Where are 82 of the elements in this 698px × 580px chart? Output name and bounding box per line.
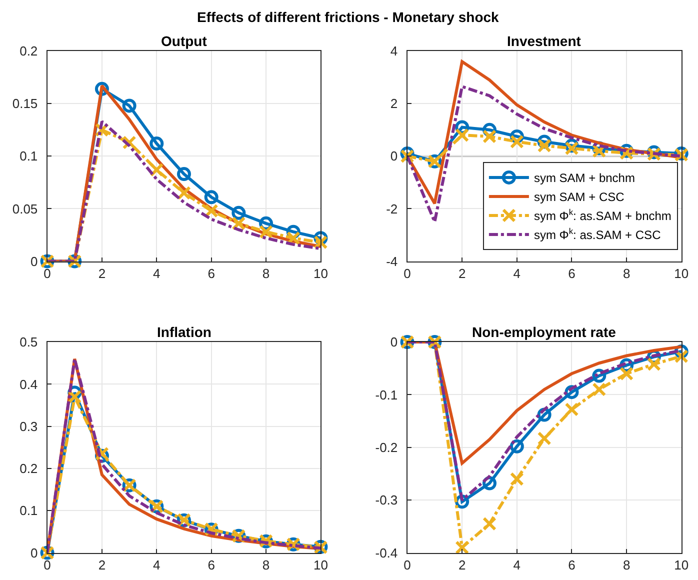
y-tick-label: 0 xyxy=(390,148,398,164)
point xyxy=(150,162,164,177)
point xyxy=(455,540,470,555)
point xyxy=(537,138,552,153)
point xyxy=(620,366,634,381)
y-tick-label: -0.4 xyxy=(375,545,398,560)
x-tick-label: 10 xyxy=(313,557,328,572)
x-tick-label: 2 xyxy=(458,557,466,572)
point xyxy=(482,129,496,144)
y-tick-label: 0.15 xyxy=(12,96,38,112)
y-tick-label: 2 xyxy=(390,96,398,112)
point xyxy=(232,206,246,220)
y-tick-label: -0.2 xyxy=(375,440,398,455)
chart-title: Inflation xyxy=(157,324,212,340)
legend-label: sym SAM + CSC xyxy=(534,190,625,204)
y-tick-label: 0.3 xyxy=(20,418,38,434)
x-tick-label: 10 xyxy=(674,557,689,572)
legend-label: sym SAM + bnchm xyxy=(534,171,635,186)
y-tick-label: -0.1 xyxy=(375,387,398,402)
point xyxy=(286,231,300,246)
x-tick-label: 4 xyxy=(513,557,521,572)
point xyxy=(482,516,496,531)
point xyxy=(122,98,136,113)
x-tick-label: 8 xyxy=(262,266,270,281)
y-tick-label: -0.3 xyxy=(375,492,398,508)
point xyxy=(150,136,164,151)
point xyxy=(259,224,274,239)
x-tick-label: 6 xyxy=(208,266,215,281)
x-tick-label: 10 xyxy=(313,266,328,281)
x-tick-label: 2 xyxy=(458,266,466,281)
x-tick-label: 0 xyxy=(404,266,411,281)
x-tick-label: 6 xyxy=(208,557,215,572)
point xyxy=(314,235,328,250)
x-tick-label: 2 xyxy=(98,557,106,572)
y-tick-label: 0 xyxy=(30,254,38,269)
y-tick-label: 0 xyxy=(390,334,398,350)
y-tick-label: 0.2 xyxy=(20,461,38,476)
x-tick-label: 8 xyxy=(622,266,630,281)
point xyxy=(204,190,218,204)
point xyxy=(122,136,136,150)
x-tick-label: 8 xyxy=(262,557,270,572)
point xyxy=(646,357,661,372)
point xyxy=(592,382,606,396)
y-tick-label: 0.4 xyxy=(20,376,38,392)
x-tick-label: 4 xyxy=(153,266,160,281)
point xyxy=(176,186,191,200)
point xyxy=(564,402,579,416)
legend-label: sym Φ$^{k}$: as.SAM + bnchm xyxy=(534,207,672,224)
y-tick-label: 4 xyxy=(390,44,398,59)
point xyxy=(564,141,579,156)
y-tick-label: 0.1 xyxy=(20,503,38,518)
x-tick-label: 8 xyxy=(622,557,630,572)
x-tick-label: 4 xyxy=(513,266,521,281)
chart-title: Investment xyxy=(507,33,582,49)
point xyxy=(510,134,524,149)
y-tick-label: 0.2 xyxy=(20,44,38,59)
legend-label: sym Φ$^{k}$: as.SAM + CSC xyxy=(534,226,662,242)
point xyxy=(176,167,191,182)
chart-title: Output xyxy=(161,33,208,49)
x-tick-label: 0 xyxy=(44,557,51,572)
x-tick-label: 2 xyxy=(98,266,106,281)
x-tick-label: 10 xyxy=(674,266,689,281)
x-tick-label: 4 xyxy=(153,557,160,572)
point xyxy=(510,472,524,486)
point xyxy=(537,431,552,446)
point xyxy=(204,204,218,218)
y-tick-label: 0.1 xyxy=(20,148,38,164)
point xyxy=(592,368,606,383)
y-tick-label: 0.5 xyxy=(20,334,38,350)
point xyxy=(455,128,470,142)
x-tick-label: 0 xyxy=(44,266,51,281)
point xyxy=(232,216,246,230)
x-tick-label: 6 xyxy=(568,266,576,281)
text: Effects of different frictions - Monetary shock xyxy=(197,9,500,25)
y-tick-label: -2 xyxy=(386,201,398,216)
x-tick-label: 6 xyxy=(568,557,576,572)
point xyxy=(400,149,414,164)
y-tick-label: 0 xyxy=(30,545,38,560)
y-tick-label: 0.05 xyxy=(12,201,38,216)
y-tick-label: -4 xyxy=(386,254,398,269)
chart-title: Non-employment rate xyxy=(472,324,616,340)
x-tick-label: 0 xyxy=(404,557,411,572)
